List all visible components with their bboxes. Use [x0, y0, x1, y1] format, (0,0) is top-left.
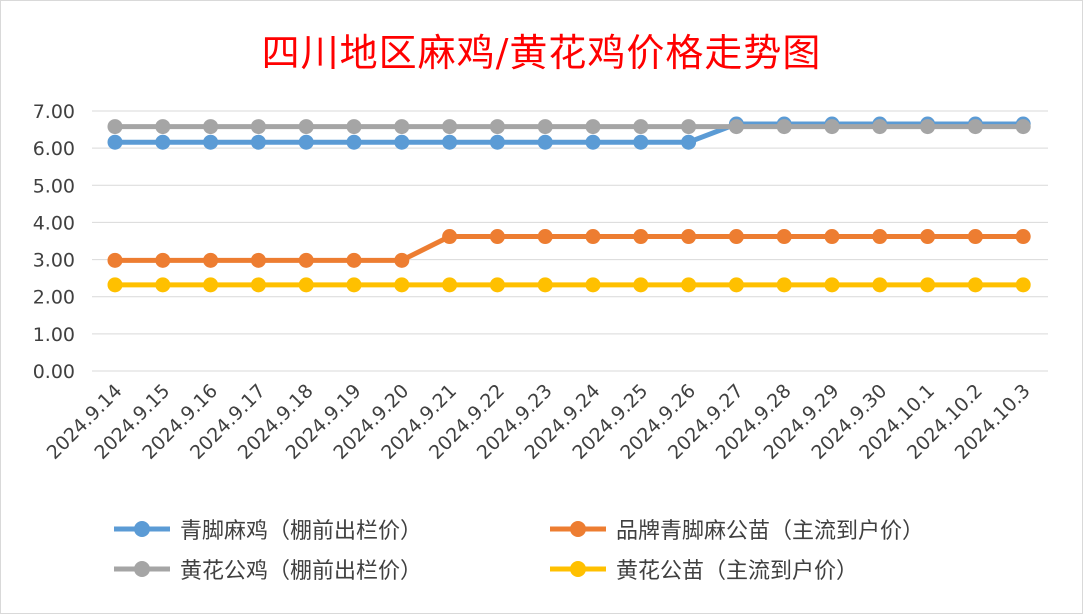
legend-item-pinpai-mamiao: 品牌青脚麻公苗（主流到户价）	[548, 514, 924, 544]
data-point	[346, 252, 362, 268]
data-point	[633, 229, 649, 245]
data-point	[203, 134, 219, 150]
data-point	[824, 229, 840, 245]
data-point	[442, 229, 458, 245]
data-point	[155, 252, 171, 268]
data-point	[250, 252, 266, 268]
data-point	[1015, 229, 1031, 245]
data-point	[537, 229, 553, 245]
data-point	[728, 119, 744, 135]
data-point	[298, 134, 314, 150]
legend-swatch-qingjiao-maji	[114, 521, 170, 537]
y-tick-label: 3.00	[33, 250, 75, 272]
data-point	[442, 134, 458, 150]
data-point	[967, 119, 983, 135]
data-point	[489, 119, 505, 135]
data-point	[681, 134, 697, 150]
data-point	[107, 277, 123, 293]
data-point	[489, 277, 505, 293]
data-point	[681, 119, 697, 135]
data-point	[107, 252, 123, 268]
data-point	[728, 277, 744, 293]
data-point	[585, 229, 601, 245]
data-point	[394, 277, 410, 293]
data-point	[633, 119, 649, 135]
data-point	[155, 277, 171, 293]
legend-swatch-huanghua-gongmiao	[550, 561, 606, 577]
data-point	[920, 119, 936, 135]
y-tick-label: 6.00	[33, 138, 75, 160]
series-line	[115, 121, 1024, 145]
data-point	[681, 277, 697, 293]
data-point	[394, 119, 410, 135]
legend-label-qingjiao-maji: 青脚麻鸡（棚前出栏价）	[180, 519, 423, 544]
data-point	[250, 134, 266, 150]
y-tick-label: 5.00	[33, 175, 75, 197]
chart-title: 四川地区麻鸡/黄花鸡价格走势图	[261, 31, 822, 75]
data-point	[203, 119, 219, 135]
y-tick-label: 7.00	[33, 101, 75, 123]
data-point	[346, 134, 362, 150]
data-point	[728, 229, 744, 245]
data-point	[1015, 119, 1031, 135]
data-point	[489, 134, 505, 150]
data-point	[633, 134, 649, 150]
legend-item-qingjiao-maji: 青脚麻鸡（棚前出栏价）	[112, 514, 422, 544]
data-point	[967, 277, 983, 293]
data-point	[107, 134, 123, 150]
data-point	[155, 134, 171, 150]
data-point	[442, 119, 458, 135]
data-point	[537, 277, 553, 293]
data-point	[394, 252, 410, 268]
data-point	[489, 229, 505, 245]
data-point	[585, 134, 601, 150]
y-tick-label: 1.00	[33, 324, 75, 346]
data-point	[681, 229, 697, 245]
data-point	[346, 277, 362, 293]
data-point	[776, 277, 792, 293]
data-point	[776, 119, 792, 135]
legend-item-huanghua-gongmiao: 黄花公苗（主流到户价）	[548, 554, 858, 584]
data-point	[872, 119, 888, 135]
y-tick-label: 4.00	[33, 212, 75, 234]
data-point	[346, 119, 362, 135]
data-point	[585, 277, 601, 293]
data-point	[537, 119, 553, 135]
y-tick-label: 2.00	[33, 287, 75, 309]
data-point	[298, 119, 314, 135]
data-point	[442, 277, 458, 293]
data-point	[394, 134, 410, 150]
y-tick-label: 0.00	[33, 361, 75, 383]
data-point	[250, 277, 266, 293]
data-point	[872, 277, 888, 293]
legend-swatch-huanghua-gongji	[114, 561, 170, 577]
data-point	[298, 252, 314, 268]
legend-label-huanghua-gongji: 黄花公鸡（棚前出栏价）	[180, 559, 423, 584]
data-point	[1015, 277, 1031, 293]
series-line	[115, 234, 1024, 263]
data-point	[920, 229, 936, 245]
data-point	[776, 229, 792, 245]
legend-item-huanghua-gongji: 黄花公鸡（棚前出栏价）	[112, 554, 422, 584]
legend-label-pinpai-mamiao: 品牌青脚麻公苗（主流到户价）	[616, 519, 925, 544]
data-point	[537, 134, 553, 150]
data-point	[872, 229, 888, 245]
data-point	[633, 277, 649, 293]
data-point	[155, 119, 171, 135]
data-point	[107, 119, 123, 135]
legend-label-huanghua-gongmiao: 黄花公苗（主流到户价）	[616, 559, 859, 584]
data-point	[585, 119, 601, 135]
data-point	[824, 277, 840, 293]
data-point	[824, 119, 840, 135]
data-point	[203, 277, 219, 293]
data-point	[250, 119, 266, 135]
data-point	[920, 277, 936, 293]
data-point	[203, 252, 219, 268]
data-point	[298, 277, 314, 293]
data-point	[967, 229, 983, 245]
legend-swatch-pinpai-mamiao	[550, 521, 606, 537]
